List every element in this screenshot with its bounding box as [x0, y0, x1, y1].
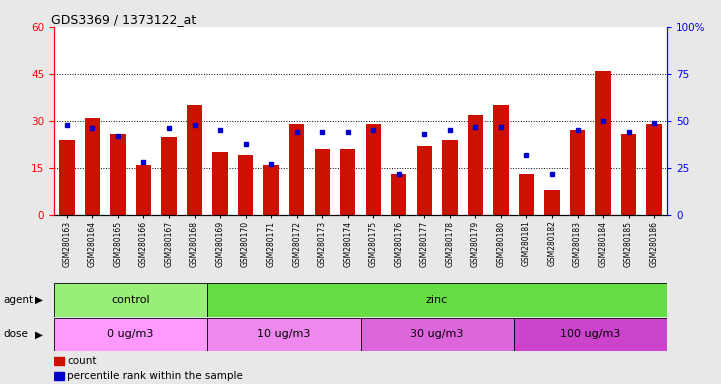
Bar: [544, 190, 559, 215]
Bar: [596, 71, 611, 215]
Bar: [85, 118, 100, 215]
Bar: [621, 134, 637, 215]
Bar: [263, 165, 279, 215]
Text: percentile rank within the sample: percentile rank within the sample: [67, 371, 243, 381]
Bar: [391, 174, 407, 215]
Bar: [289, 124, 304, 215]
Text: 30 ug/m3: 30 ug/m3: [410, 329, 464, 339]
Text: dose: dose: [4, 329, 29, 339]
Text: 10 ug/m3: 10 ug/m3: [257, 329, 311, 339]
Bar: [162, 137, 177, 215]
Text: agent: agent: [4, 295, 34, 305]
Bar: [54, 318, 208, 351]
Bar: [519, 174, 534, 215]
Bar: [417, 146, 432, 215]
Bar: [570, 131, 585, 215]
Bar: [213, 152, 228, 215]
Bar: [187, 105, 202, 215]
Bar: [513, 318, 667, 351]
Bar: [238, 156, 253, 215]
Text: ▶: ▶: [35, 295, 43, 305]
Bar: [208, 283, 667, 317]
Bar: [493, 105, 508, 215]
Bar: [59, 140, 74, 215]
Bar: [110, 134, 125, 215]
Text: GDS3369 / 1373122_at: GDS3369 / 1373122_at: [51, 13, 196, 26]
Text: control: control: [111, 295, 150, 305]
Text: count: count: [67, 356, 97, 366]
Text: ▶: ▶: [35, 329, 43, 339]
Bar: [54, 283, 208, 317]
Bar: [360, 318, 513, 351]
Bar: [54, 357, 63, 366]
Bar: [366, 124, 381, 215]
Text: 0 ug/m3: 0 ug/m3: [107, 329, 154, 339]
Bar: [208, 318, 360, 351]
Bar: [647, 124, 662, 215]
Text: 100 ug/m3: 100 ug/m3: [560, 329, 621, 339]
Bar: [340, 149, 355, 215]
Text: zinc: zinc: [426, 295, 448, 305]
Bar: [442, 140, 458, 215]
Bar: [314, 149, 329, 215]
Bar: [468, 115, 483, 215]
Bar: [54, 372, 63, 380]
Bar: [136, 165, 151, 215]
